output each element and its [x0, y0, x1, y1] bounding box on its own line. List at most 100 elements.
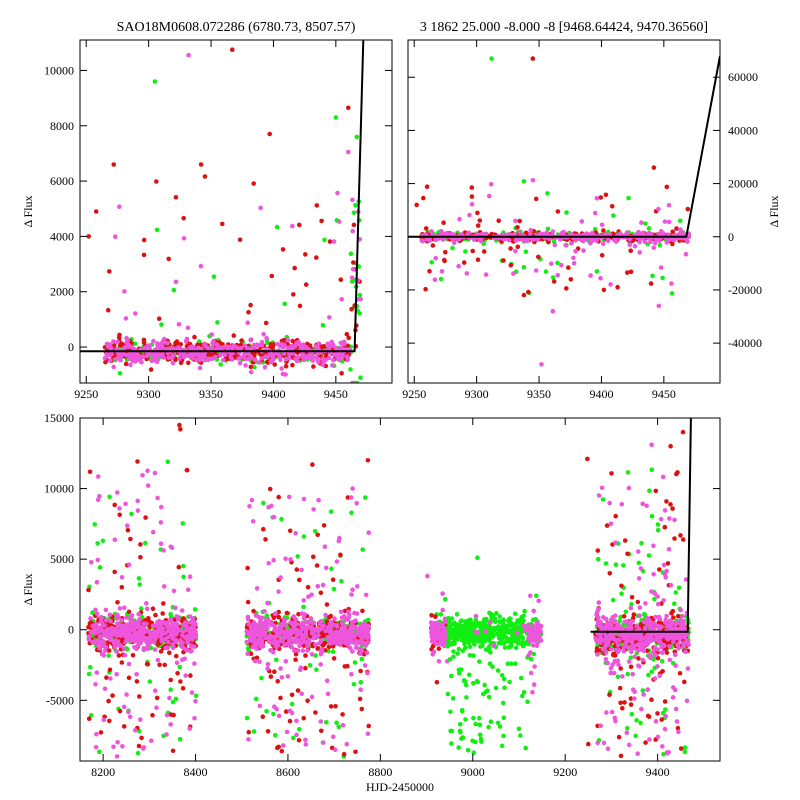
data-point [186, 52, 191, 58]
data-point [324, 602, 330, 607]
data-point [439, 269, 445, 274]
data-point [573, 237, 578, 243]
data-point [623, 609, 629, 615]
data-point [477, 715, 482, 721]
data-point [468, 620, 474, 626]
data-point [179, 643, 184, 649]
data-point [316, 632, 321, 638]
data-point [114, 754, 120, 759]
data-point [443, 619, 448, 625]
data-point [145, 661, 151, 667]
data-point [361, 633, 367, 638]
data-point [170, 748, 176, 754]
data-point [674, 226, 679, 231]
data-point [337, 642, 343, 647]
data-point [126, 609, 132, 615]
data-point [521, 264, 527, 270]
data-point [245, 651, 250, 657]
data-point [536, 254, 541, 260]
data-point [158, 520, 164, 525]
data-point [135, 630, 141, 635]
data-point [105, 307, 111, 313]
data-point [274, 224, 280, 230]
data-point [97, 565, 103, 570]
data-point [147, 679, 153, 684]
data-point [513, 248, 518, 254]
data-point [129, 613, 135, 618]
data-point [164, 732, 169, 737]
data-point [244, 715, 250, 721]
data-point [331, 357, 336, 363]
data-point [301, 615, 307, 621]
data-point [340, 712, 345, 717]
data-point [89, 560, 94, 565]
data-point [349, 306, 354, 312]
data-point [459, 708, 465, 713]
data-point [440, 607, 446, 613]
data-point [181, 354, 187, 360]
data-point [331, 586, 337, 592]
y-tick-label: 10000 [44, 63, 74, 77]
data-point [438, 276, 444, 282]
data-point [263, 320, 269, 326]
data-point [303, 632, 309, 637]
data-point [609, 471, 614, 476]
data-point [279, 748, 285, 754]
data-point [296, 637, 302, 643]
data-point [357, 311, 363, 316]
data-point [272, 362, 278, 367]
data-point [365, 640, 371, 645]
y-tick-label: 0 [728, 230, 734, 244]
data-point [314, 628, 319, 633]
data-point [192, 607, 198, 612]
data-point [598, 275, 603, 281]
data-point [499, 673, 505, 678]
data-point [639, 541, 644, 546]
data-point [516, 237, 522, 242]
data-point [281, 351, 287, 356]
data-point [535, 620, 540, 626]
data-point [349, 275, 355, 281]
data-point [198, 263, 204, 269]
data-point [127, 352, 132, 357]
data-point [305, 625, 311, 630]
data-point [293, 651, 299, 657]
data-point [248, 337, 253, 343]
data-point [364, 650, 370, 655]
data-point [158, 541, 164, 546]
data-point [548, 261, 554, 267]
chart-title: SAO18M0608.072286 (6780.73, 8507.57) [117, 20, 356, 35]
data-point [481, 619, 487, 624]
data-point [455, 636, 460, 642]
data-point [526, 622, 531, 628]
data-point [501, 700, 506, 706]
data-point [552, 242, 558, 248]
data-point [261, 627, 266, 632]
data-point [311, 554, 316, 560]
data-point [177, 736, 183, 742]
data-point [133, 728, 138, 733]
data-point [286, 494, 292, 500]
data-point [288, 637, 294, 643]
data-point [264, 621, 270, 626]
data-point [551, 279, 557, 284]
data-point [139, 606, 144, 611]
data-point [530, 628, 536, 634]
data-point [456, 646, 462, 652]
data-point [267, 131, 273, 137]
data-point [637, 239, 642, 245]
data-point [328, 704, 334, 709]
data-point [581, 248, 586, 253]
data-point [436, 659, 442, 664]
data-point [112, 569, 117, 575]
data-point [488, 650, 493, 655]
data-point [350, 380, 355, 383]
data-point [511, 271, 516, 276]
data-point [224, 344, 230, 350]
data-point [256, 360, 262, 365]
data-point [285, 337, 291, 343]
data-point [244, 639, 250, 645]
data-point [283, 659, 289, 664]
data-point [192, 715, 197, 721]
data-point [265, 616, 271, 622]
